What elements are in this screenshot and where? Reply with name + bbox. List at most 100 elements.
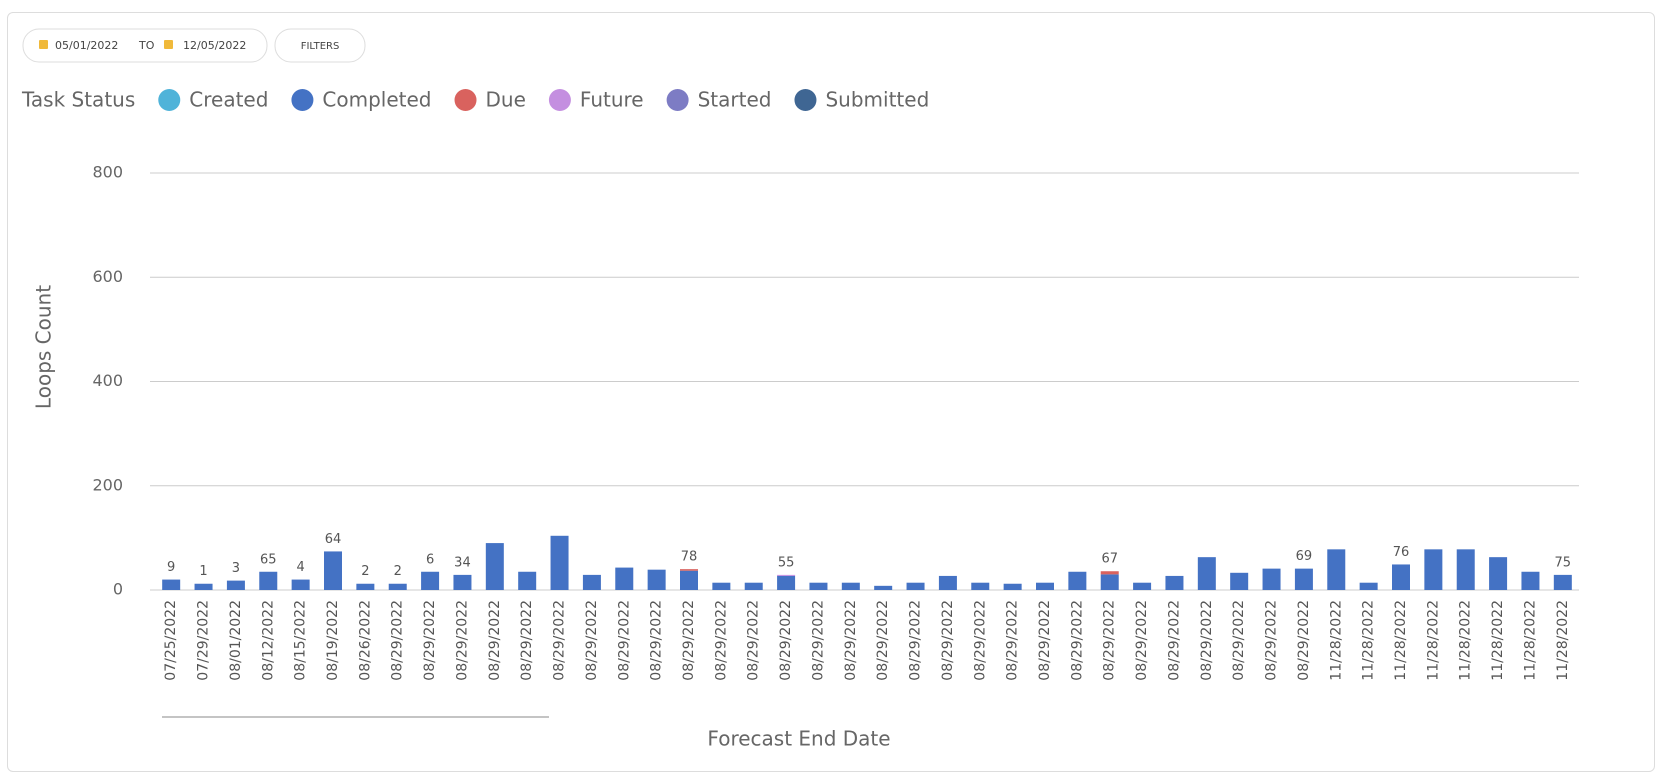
bar-label: 76 (1393, 545, 1410, 560)
bar-segment (1165, 575, 1184, 590)
bar-segment (1294, 568, 1313, 590)
x-tick-label: 08/29/2022 (1296, 600, 1312, 681)
x-tick-label: 08/29/2022 (1231, 600, 1247, 681)
filters-button[interactable] (274, 28, 366, 63)
x-tick-label: 08/29/2022 (1037, 600, 1053, 681)
x-tick-label: 11/28/2022 (1361, 600, 1377, 681)
legend-swatch (158, 89, 181, 111)
y-tick-label: 400 (92, 371, 123, 390)
bar-label: 9 (167, 560, 175, 575)
bar-label: 55 (778, 555, 795, 570)
bar-segment (1230, 572, 1249, 590)
bar-segment (971, 582, 990, 590)
bar-segment (194, 583, 213, 590)
bar-segment (1521, 571, 1540, 590)
bar-segment (1489, 557, 1508, 590)
bar-segment (1327, 549, 1346, 590)
bar-segment (324, 551, 342, 590)
bar-segment (1100, 571, 1119, 575)
x-tick-label: 07/29/2022 (196, 600, 212, 681)
bar-segment (1553, 574, 1572, 590)
x-tick-label: 08/29/2022 (875, 600, 891, 681)
legend-label: Due (486, 88, 526, 112)
x-tick-label: 08/29/2022 (940, 600, 956, 681)
bar-label: 4 (296, 560, 304, 575)
bar-segment (1003, 583, 1022, 590)
bar-segment (680, 570, 698, 590)
x-tick-label: 08/29/2022 (519, 600, 535, 681)
date-range-picker[interactable] (22, 28, 268, 63)
bar-segment (938, 575, 957, 590)
x-tick-label: 11/28/2022 (1522, 600, 1538, 681)
x-tick-label: 08/01/2022 (228, 600, 244, 681)
bar-label: 65 (260, 552, 277, 567)
bar-segment (1262, 568, 1281, 590)
legend-label: Completed (322, 88, 431, 112)
bar-segment (1424, 549, 1443, 590)
chart-card (7, 12, 1655, 772)
x-tick-label: 08/29/2022 (616, 600, 632, 681)
bar-segment (841, 582, 860, 590)
bar-label: 75 (1555, 555, 1572, 570)
x-tick-label: 08/29/2022 (1199, 600, 1215, 681)
bar-segment (777, 574, 796, 576)
x-tick-label: 11/28/2022 (1425, 600, 1441, 681)
bar-segment (226, 580, 245, 590)
bar-segment (647, 569, 666, 590)
x-tick-label: 08/12/2022 (260, 600, 276, 681)
bar-segment (874, 585, 893, 590)
legend-swatch (548, 89, 571, 111)
x-tick-label: 11/28/2022 (1328, 600, 1344, 681)
bar-segment (777, 575, 796, 590)
bar-segment (1133, 582, 1152, 590)
x-tick-label: 08/19/2022 (325, 600, 341, 681)
filters-label: FILTERS (301, 41, 340, 52)
bar-segment (421, 571, 440, 590)
bar-segment (906, 582, 925, 590)
bar-segment (809, 582, 828, 590)
calendar-icon (164, 40, 173, 49)
x-axis-title: Forecast End Date (707, 727, 890, 751)
x-tick-label: 11/28/2022 (1458, 600, 1474, 681)
bar-label: 78 (681, 550, 698, 565)
bar-segment (1392, 564, 1410, 590)
x-tick-label: 08/29/2022 (649, 600, 665, 681)
x-tick-label: 11/28/2022 (1490, 600, 1506, 681)
legend-label: Submitted (825, 88, 929, 112)
x-tick-label: 08/29/2022 (972, 600, 988, 681)
legend-swatch (794, 89, 817, 111)
bar-segment (291, 579, 310, 590)
bar-segment (550, 535, 569, 590)
bar-segment (744, 582, 763, 590)
x-tick-label: 08/29/2022 (746, 600, 762, 681)
x-tick-label: 08/29/2022 (487, 600, 503, 681)
legend-label: Started (698, 88, 772, 112)
legend-swatch (454, 89, 477, 111)
bar-segment (582, 574, 601, 590)
legend-label: Future (580, 88, 644, 112)
date-separator: TO (138, 39, 155, 52)
bar-label: 1 (199, 564, 207, 579)
x-tick-label: 08/29/2022 (810, 600, 826, 681)
x-tick-label: 11/28/2022 (1393, 600, 1409, 681)
x-tick-label: 08/26/2022 (357, 600, 373, 681)
bar-label: 2 (361, 564, 369, 579)
legend-label: Created (189, 88, 268, 112)
y-tick-label: 800 (92, 163, 123, 182)
x-tick-label: 08/29/2022 (713, 600, 729, 681)
x-tick-label: 08/29/2022 (584, 600, 600, 681)
x-tick-label: 08/29/2022 (454, 600, 470, 681)
calendar-icon (39, 40, 48, 49)
y-tick-label: 200 (92, 475, 123, 494)
bar-segment (1068, 571, 1087, 590)
bar-segment (615, 567, 634, 590)
bar-label: 3 (232, 561, 240, 576)
bar-label: 34 (454, 555, 471, 570)
x-tick-label: 07/25/2022 (163, 600, 179, 681)
bar-segment (259, 571, 278, 590)
bar-label: 67 (1101, 552, 1118, 567)
bar-segment (518, 571, 537, 590)
date-to: 12/05/2022 (183, 39, 246, 52)
bar-segment (1359, 582, 1378, 590)
